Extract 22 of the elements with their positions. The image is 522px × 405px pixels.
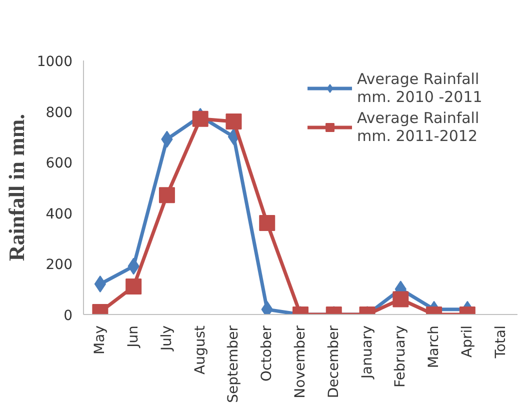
y-tick-label: 200: [46, 257, 73, 274]
x-tick-label: April: [459, 326, 476, 358]
y-axis-title: Rainfall in mm.: [4, 114, 29, 262]
y-tick-label: 0: [64, 308, 73, 324]
legend-label: Average Rainfall mm. 2010 -2011: [357, 70, 484, 106]
x-tick-label: November: [292, 325, 308, 398]
x-tick-label: Total: [492, 325, 509, 360]
x-tick-label: Jun: [126, 326, 142, 348]
y-tick-label: 400: [46, 206, 73, 222]
x-tick-label: December: [326, 325, 342, 398]
y-tick-label: 600: [46, 156, 73, 172]
y-tick-label: 1000: [36, 54, 73, 70]
x-tick-label: September: [226, 325, 242, 403]
x-tick-label: August: [192, 324, 208, 374]
x-tick-label: July: [158, 325, 175, 352]
x-tick-label: October: [259, 325, 276, 382]
x-tick-label: February: [392, 325, 409, 388]
x-tick-label: March: [426, 325, 442, 368]
legend-label: Average Rainfall mm. 2011-2012: [357, 109, 480, 145]
x-tick-label: May: [92, 325, 108, 354]
y-tick-label: 800: [46, 104, 73, 121]
x-tick-label: January: [359, 325, 376, 380]
